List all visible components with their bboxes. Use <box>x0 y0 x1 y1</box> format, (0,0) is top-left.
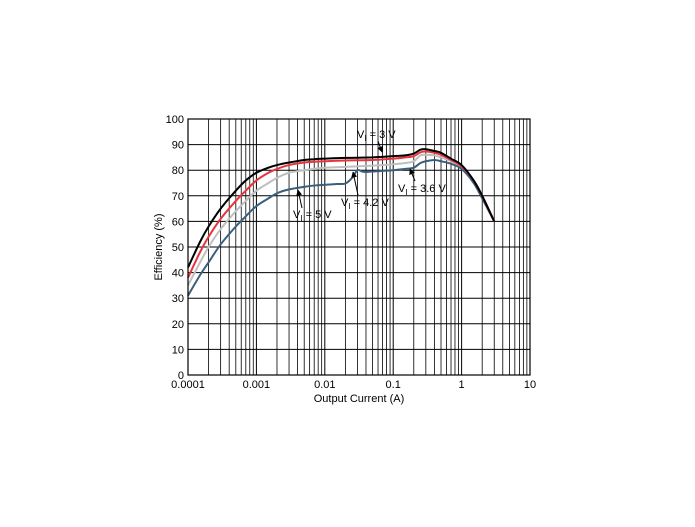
x-axis-title: Output Current (A) <box>314 393 404 405</box>
tick-labels: 0.0001 0.001 0.01 0.1 1 100102030405060708090… <box>166 114 536 391</box>
series-line-1 <box>187 148 496 268</box>
y-tick-label: 40 <box>172 268 184 280</box>
plot-frame <box>187 118 531 376</box>
annotation-label: VI = 3 V <box>357 129 396 143</box>
y-tick-label: 0 <box>178 370 184 382</box>
series-line-4 <box>187 158 496 297</box>
annotation-label: VI = 3.6 V <box>398 183 446 197</box>
annotation-label: VI = 4.2 V <box>341 197 389 211</box>
annotation-arrow <box>351 171 359 196</box>
series-line-3 <box>187 153 496 286</box>
annotation-label: VI = 5 V <box>293 209 332 223</box>
series-line-2 <box>187 150 496 279</box>
annotation-arrow <box>409 168 416 182</box>
x-tick-label: 0.001 <box>243 379 271 391</box>
series-lines <box>187 148 496 297</box>
y-tick-label: 30 <box>172 293 184 305</box>
y-tick-label: 100 <box>166 114 184 126</box>
y-tick-label: 10 <box>172 344 184 356</box>
x-tick-label: 10 <box>524 379 536 391</box>
y-tick-label: 70 <box>172 191 184 203</box>
annotation-arrow <box>377 140 383 153</box>
y-tick-label: 50 <box>172 242 184 254</box>
annotation-arrow <box>296 189 303 209</box>
y-tick-label: 20 <box>172 319 184 331</box>
y-axis-title: Efficiency (%) <box>153 213 165 280</box>
y-tick-label: 90 <box>172 140 184 152</box>
y-tick-label: 80 <box>172 165 184 177</box>
x-tick-label: 0.0001 <box>171 379 205 391</box>
x-tick-label: 0.1 <box>386 379 401 391</box>
x-tick-label: 1 <box>459 379 465 391</box>
annotations: VI = 3 V VI = 3.6 V VI = 4.2 V VI = 5 V <box>293 129 446 223</box>
y-tick-label: 60 <box>172 216 184 228</box>
x-tick-label: 0.01 <box>314 379 335 391</box>
